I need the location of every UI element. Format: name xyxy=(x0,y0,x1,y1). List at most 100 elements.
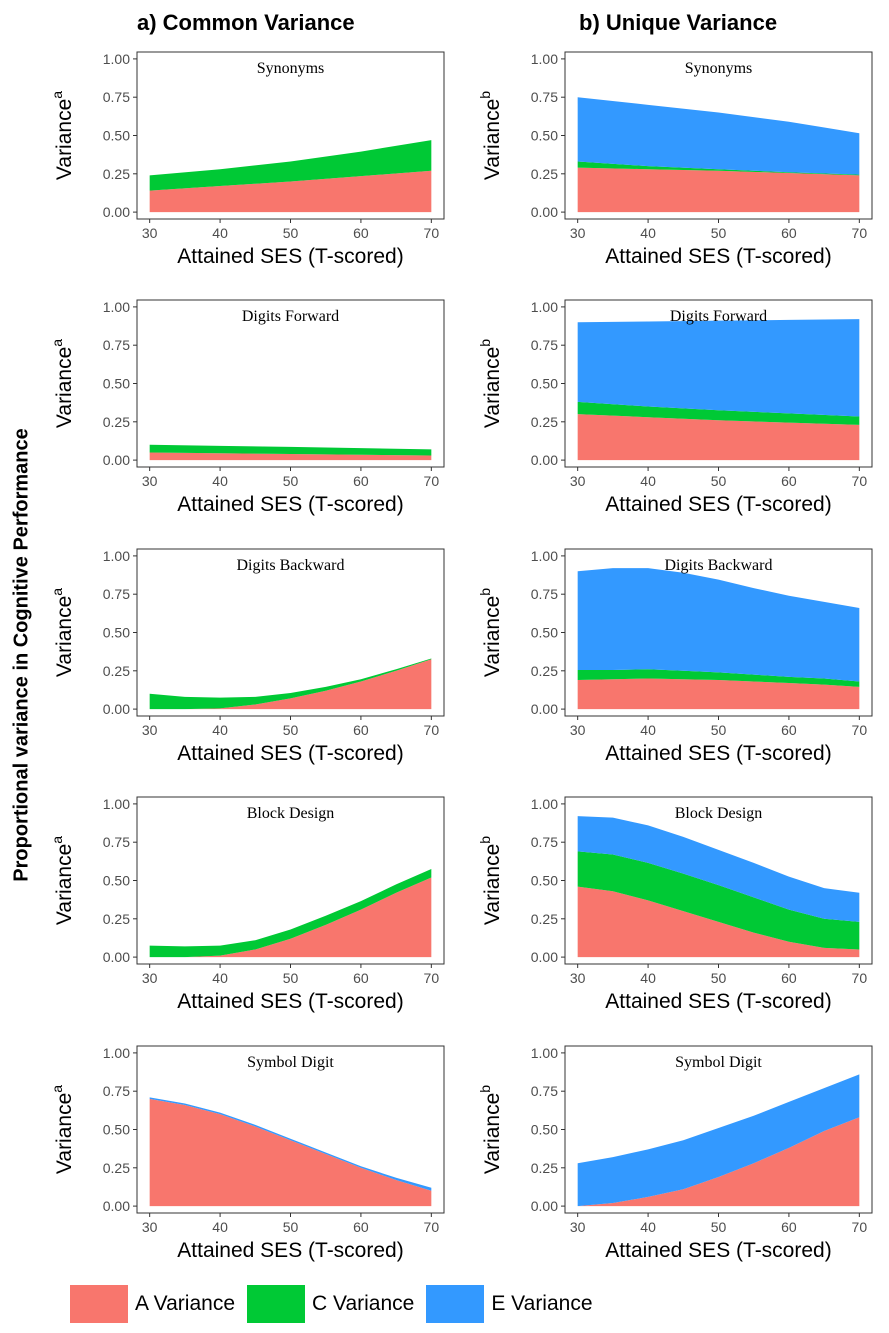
area-a-variance xyxy=(149,170,432,213)
x-tick-label: 50 xyxy=(711,1219,727,1235)
y-tick-label: 0.25 xyxy=(103,166,130,182)
x-tick-label: 40 xyxy=(212,473,228,489)
y-axis-title: Variancea xyxy=(49,588,76,677)
y-axis-title-main: Variance xyxy=(53,99,76,180)
panel-b-symbol-digit: Symbol Digit 0.00 0.25 0.50 0.75 1.00 30 40 50 60… xyxy=(477,1045,873,1262)
y-tick-label: 0.50 xyxy=(531,1122,558,1138)
x-tick-label: 60 xyxy=(781,1219,797,1235)
x-tick-label: 40 xyxy=(640,970,656,986)
area-c-variance xyxy=(149,658,432,710)
y-axis-title-main: Variance xyxy=(481,347,504,428)
y-tick-label: 0.00 xyxy=(531,701,558,717)
y-tick-label: 0.25 xyxy=(531,911,558,927)
y-axis-title: Variancea xyxy=(49,339,76,428)
x-tick-label: 70 xyxy=(852,225,868,241)
x-tick-label: 30 xyxy=(142,970,158,986)
y-axis-title: Varianceb xyxy=(477,91,504,180)
y-tick-label: 0.50 xyxy=(531,376,558,392)
y-tick-label: 0.50 xyxy=(103,1122,130,1138)
area-c-variance xyxy=(577,401,860,425)
x-tick-label: 40 xyxy=(640,1219,656,1235)
area-a-variance xyxy=(149,452,432,461)
x-tick-label: 30 xyxy=(570,225,586,241)
area-a-variance xyxy=(149,877,432,958)
y-tick-label: 0.00 xyxy=(103,452,130,468)
legend-label-a: A Variance xyxy=(135,1292,236,1315)
plot-background xyxy=(137,300,444,467)
x-axis-title: Attained SES (T-scored) xyxy=(605,1239,831,1262)
x-tick-label: 70 xyxy=(424,225,440,241)
y-tick-label: 0.75 xyxy=(103,586,130,602)
panel-a-synonyms: Synonyms 0.00 0.25 0.50 0.75 1.00 30 40 50 60 70 At… xyxy=(49,51,445,268)
y-tick-label: 0.00 xyxy=(103,204,130,220)
y-tick-label: 0.50 xyxy=(103,376,130,392)
x-tick-label: 30 xyxy=(570,970,586,986)
y-tick-label: 0.50 xyxy=(103,873,130,889)
y-axis-title-superscript: b xyxy=(477,1085,493,1093)
x-axis-title: Attained SES (T-scored) xyxy=(605,742,831,765)
panel-b-digits-forward: Digits Forward 0.00 0.25 0.50 0.75 1.00 30 40 50… xyxy=(477,299,873,516)
y-tick-label: 0.50 xyxy=(103,625,130,641)
x-tick-label: 70 xyxy=(852,473,868,489)
x-tick-label: 30 xyxy=(142,473,158,489)
x-tick-label: 40 xyxy=(212,970,228,986)
x-tick-label: 70 xyxy=(424,722,440,738)
x-axis-title: Attained SES (T-scored) xyxy=(177,742,403,765)
y-tick-label: 0.00 xyxy=(531,1198,558,1214)
area-e-variance xyxy=(577,97,860,175)
panel-title: Digits Backward xyxy=(665,557,773,574)
area-c-variance xyxy=(577,669,860,687)
y-axis-title-main: Variance xyxy=(53,347,76,428)
y-tick-label: 1.00 xyxy=(103,51,130,67)
panel-title: Block Design xyxy=(675,805,763,822)
legend-swatch-e xyxy=(426,1285,485,1323)
panel-title: Block Design xyxy=(247,805,335,822)
y-tick-label: 1.00 xyxy=(531,51,558,67)
y-tick-label: 0.00 xyxy=(103,949,130,965)
legend-item-a: A Variance xyxy=(70,1285,235,1323)
y-tick-label: 1.00 xyxy=(531,548,558,564)
y-tick-label: 1.00 xyxy=(103,548,130,564)
area-a-variance xyxy=(577,414,860,461)
y-tick-label: 0.75 xyxy=(103,1083,130,1099)
x-axis-title: Attained SES (T-scored) xyxy=(605,245,831,268)
x-tick-label: 40 xyxy=(212,225,228,241)
panel-title: Symbol Digit xyxy=(247,1054,334,1071)
y-tick-label: 0.50 xyxy=(103,128,130,144)
y-tick-label: 1.00 xyxy=(103,796,130,812)
panel-title: Digits Forward xyxy=(670,308,767,325)
legend-swatch-a xyxy=(70,1285,128,1323)
area-a-variance xyxy=(577,678,860,710)
y-tick-label: 0.75 xyxy=(531,834,558,850)
x-tick-label: 30 xyxy=(142,225,158,241)
y-tick-label: 0.25 xyxy=(531,1160,558,1176)
x-axis-title: Attained SES (T-scored) xyxy=(605,990,831,1013)
x-tick-label: 40 xyxy=(640,473,656,489)
x-tick-label: 40 xyxy=(640,225,656,241)
x-tick-label: 30 xyxy=(142,722,158,738)
y-tick-label: 0.00 xyxy=(531,452,558,468)
x-axis-title: Attained SES (T-scored) xyxy=(605,493,831,516)
y-axis-title-superscript: b xyxy=(477,588,493,596)
panel-a-block-design: Block Design 0.00 0.25 0.50 0.75 1.00 30 40 50 60… xyxy=(49,796,445,1013)
panel-a-digits-forward: Digits Forward 0.00 0.25 0.50 0.75 1.00 30 40 50… xyxy=(49,299,445,516)
y-tick-label: 0.00 xyxy=(103,1198,130,1214)
x-tick-label: 50 xyxy=(711,722,727,738)
y-axis-title: Varianceb xyxy=(477,836,504,925)
y-axis-title-superscript: a xyxy=(49,588,65,596)
panel-title: Synonyms xyxy=(685,60,753,77)
y-tick-label: 0.50 xyxy=(531,625,558,641)
x-tick-label: 50 xyxy=(283,225,299,241)
y-tick-label: 1.00 xyxy=(531,1045,558,1061)
y-axis-title: Varianceb xyxy=(477,588,504,677)
area-c-variance xyxy=(149,444,432,456)
area-e-variance xyxy=(577,319,860,417)
x-tick-label: 30 xyxy=(142,1219,158,1235)
y-axis-title-superscript: b xyxy=(477,836,493,844)
x-tick-label: 50 xyxy=(283,1219,299,1235)
y-tick-label: 0.25 xyxy=(103,414,130,430)
x-axis-title: Attained SES (T-scored) xyxy=(177,493,403,516)
x-tick-label: 60 xyxy=(353,1219,369,1235)
panel-title: Synonyms xyxy=(257,60,325,77)
